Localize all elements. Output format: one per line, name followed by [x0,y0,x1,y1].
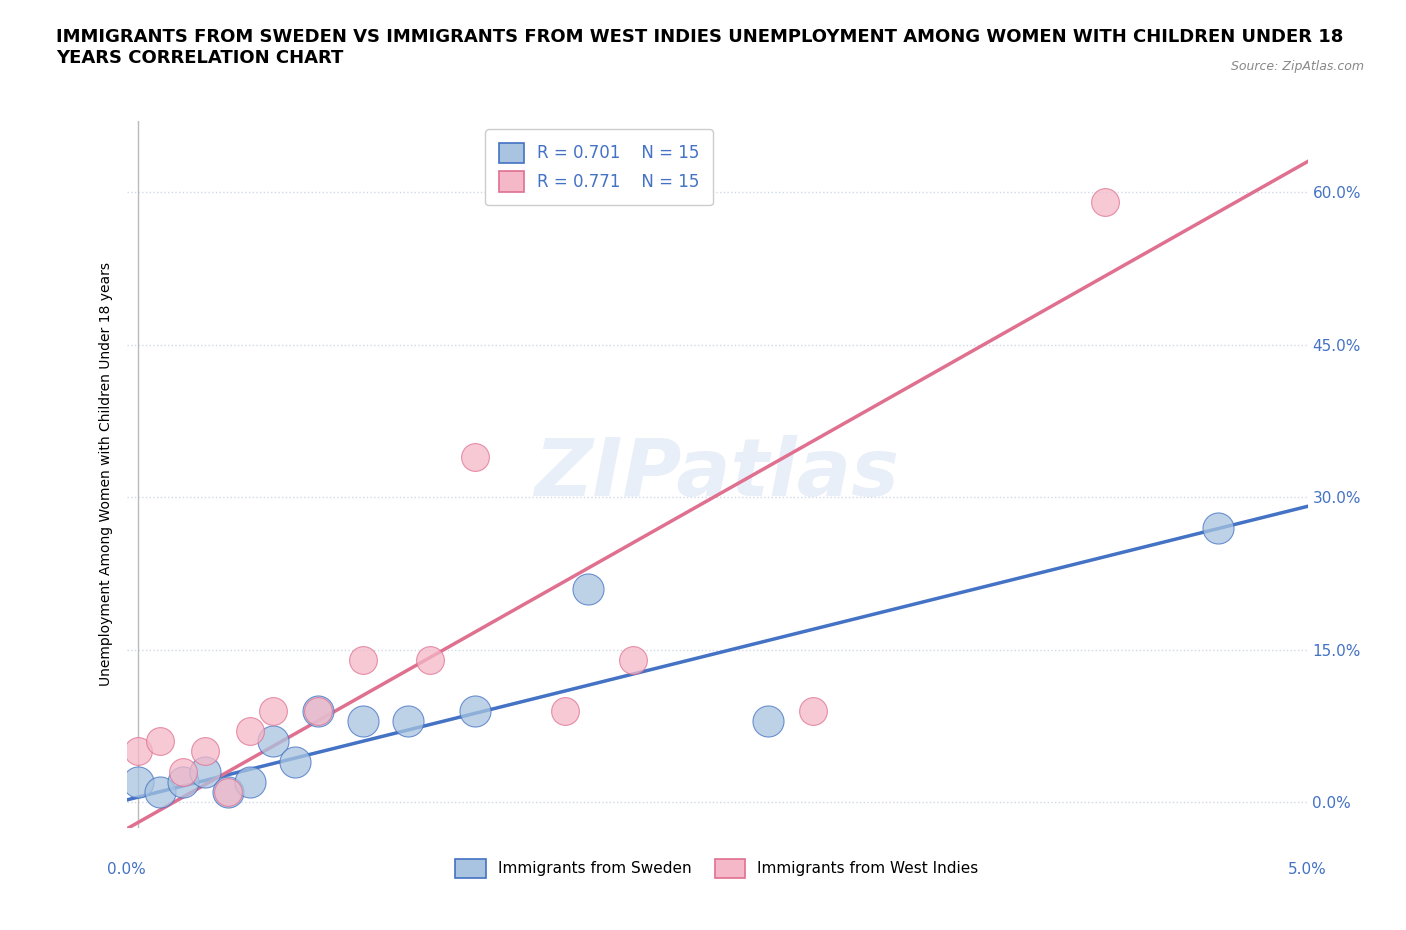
Point [194,764,217,779]
Point [576,581,599,596]
Text: IMMIGRANTS FROM SWEDEN VS IMMIGRANTS FROM WEST INDIES UNEMPLOYMENT AMONG WOMEN W: IMMIGRANTS FROM SWEDEN VS IMMIGRANTS FRO… [56,28,1344,67]
Point [396,713,419,728]
Text: ZIPatlas: ZIPatlas [534,435,900,513]
Point [149,785,172,800]
Point [464,449,486,464]
Point [194,744,217,759]
Point [217,785,239,800]
Point [621,653,644,668]
Point [262,734,284,749]
Point [307,703,329,718]
Text: Source: ZipAtlas.com: Source: ZipAtlas.com [1230,60,1364,73]
Point [352,653,374,668]
Point [756,713,779,728]
Point [239,724,262,738]
Point [419,653,441,668]
Point [127,775,149,790]
Point [149,734,172,749]
Point [1206,520,1229,535]
Point [284,754,307,769]
Point [262,703,284,718]
Text: 0.0%: 0.0% [107,862,146,877]
Point [352,713,374,728]
Legend: Immigrants from Sweden, Immigrants from West Indies: Immigrants from Sweden, Immigrants from … [450,853,984,884]
Point [217,785,239,800]
Y-axis label: Unemployment Among Women with Children Under 18 years: Unemployment Among Women with Children U… [100,262,114,686]
Point [307,703,329,718]
Point [127,744,149,759]
Point [1094,194,1116,209]
Point [554,703,576,718]
Text: 5.0%: 5.0% [1288,862,1327,877]
Point [464,703,486,718]
Point [801,703,824,718]
Point [239,775,262,790]
Point [172,764,194,779]
Point [172,775,194,790]
